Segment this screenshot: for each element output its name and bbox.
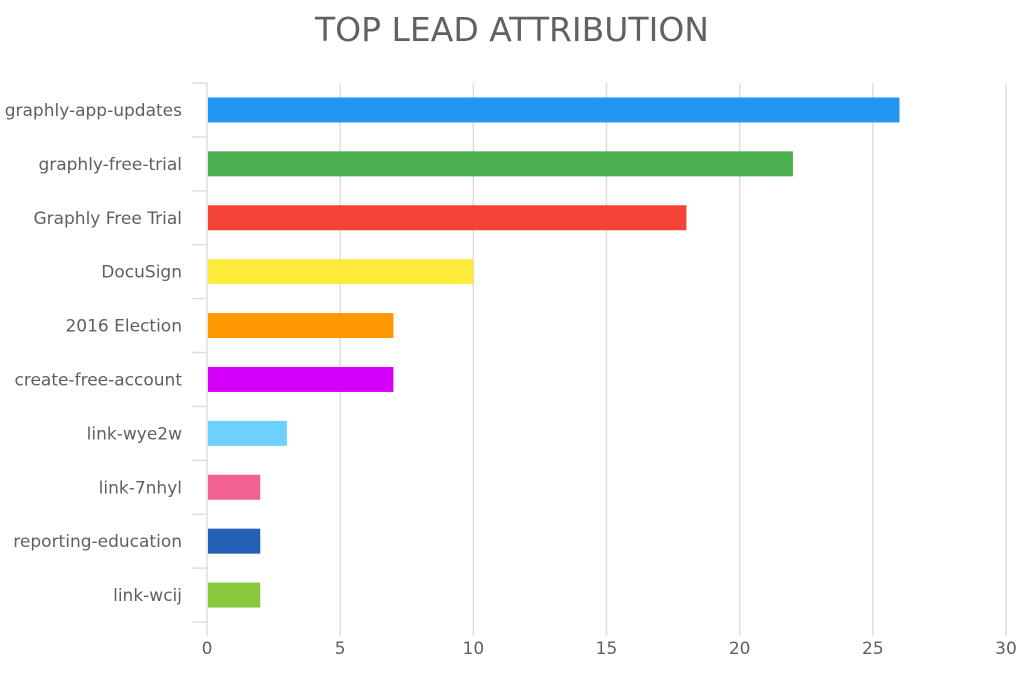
category-label: 2016 Election — [65, 317, 182, 337]
x-tick-labels: 0 5 10 15 20 25 30 — [202, 639, 1017, 659]
bars — [208, 97, 900, 608]
x-tick-label: 20 — [729, 639, 751, 659]
category-label: link-wcij — [113, 586, 182, 606]
x-tick-label: 15 — [596, 639, 618, 659]
x-tick-label: 10 — [463, 639, 485, 659]
category-label: reporting-education — [13, 532, 182, 552]
category-label: Graphly Free Trial — [33, 209, 182, 229]
x-tick-label: 25 — [862, 639, 884, 659]
bar — [208, 259, 474, 285]
bar — [208, 420, 287, 446]
bar — [208, 313, 394, 339]
bar — [208, 474, 261, 500]
y-axis — [192, 82, 208, 636]
category-label: graphly-app-updates — [5, 101, 182, 121]
bar — [208, 528, 261, 554]
chart-title: TOP LEAD ATTRIBUTION — [315, 10, 709, 49]
category-label: graphly-free-trial — [38, 155, 182, 175]
category-label: link-wye2w — [87, 424, 182, 444]
bar — [208, 205, 687, 231]
category-label: DocuSign — [101, 263, 182, 283]
category-labels: graphly-app-updates graphly-free-trial Gra… — [5, 101, 183, 606]
bar — [208, 97, 900, 123]
x-tick-label: 30 — [995, 639, 1017, 659]
bar — [208, 366, 394, 392]
bar — [208, 151, 793, 177]
x-tick-label: 0 — [202, 639, 213, 659]
category-label: create-free-account — [15, 370, 183, 390]
x-tick-label: 5 — [335, 639, 346, 659]
category-label: link-7nhyl — [99, 478, 182, 498]
bar — [208, 582, 261, 608]
